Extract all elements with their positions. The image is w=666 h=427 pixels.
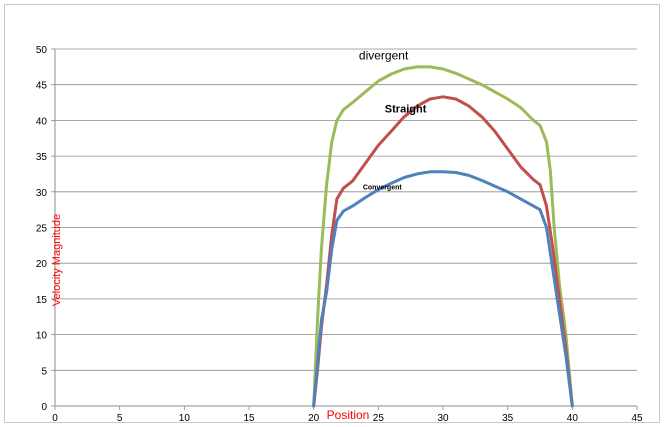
y-tick-label: 15: [36, 295, 48, 306]
x-tick-label: 15: [243, 413, 255, 422]
x-tick-label: 10: [179, 413, 191, 422]
x-tick-label: 35: [502, 413, 514, 422]
x-tick-label: 45: [631, 413, 643, 422]
y-tick-label: 35: [36, 152, 48, 163]
y-tick-label: 10: [36, 331, 48, 342]
y-tick-label: 40: [36, 116, 48, 127]
x-tick-label: 5: [117, 413, 123, 422]
series-label-divergent: divergent: [359, 49, 409, 63]
x-tick-label: 0: [52, 413, 58, 422]
y-axis-label: Velocity Magnitude: [51, 214, 63, 306]
x-tick-label: 20: [308, 413, 320, 422]
x-tick-label: 30: [437, 413, 449, 422]
x-tick-label: 40: [567, 413, 579, 422]
series-line-straight: [312, 95, 574, 408]
grid-lines: [55, 48, 637, 371]
y-tick-label: 45: [36, 81, 48, 92]
x-tick-label: 25: [373, 413, 385, 422]
y-tick-label: 5: [41, 366, 47, 377]
tick-labels: 0 5 10 15 20 25 30 35 40 45 50 0 5 10 15 20 25 30 35 40 45: [36, 45, 643, 424]
chart-frame: 0 5 10 15 20 25 30 35 40 45 50 0 5 10 15 20 25 30 35 40 45 d…: [4, 4, 660, 424]
y-tick-label: 0: [41, 402, 47, 413]
y-tick-label: 20: [36, 259, 48, 270]
series-label-convergent: Convergent: [363, 185, 403, 192]
y-tick-label: 50: [36, 45, 48, 56]
x-axis-label: Position: [327, 408, 370, 422]
y-tick-label: 30: [36, 188, 48, 199]
series-line-convergent: [312, 170, 574, 408]
series-labels: divergent Straight Convergent: [359, 49, 427, 192]
y-tick-label: 25: [36, 224, 48, 235]
axes: [51, 48, 638, 410]
series-label-straight: Straight: [385, 104, 427, 116]
series-line-divergent: [312, 65, 574, 408]
series-lines: [312, 65, 574, 408]
line-chart: 0 5 10 15 20 25 30 35 40 45 50 0 5 10 15 20 25 30 35 40 45 d…: [36, 45, 643, 424]
